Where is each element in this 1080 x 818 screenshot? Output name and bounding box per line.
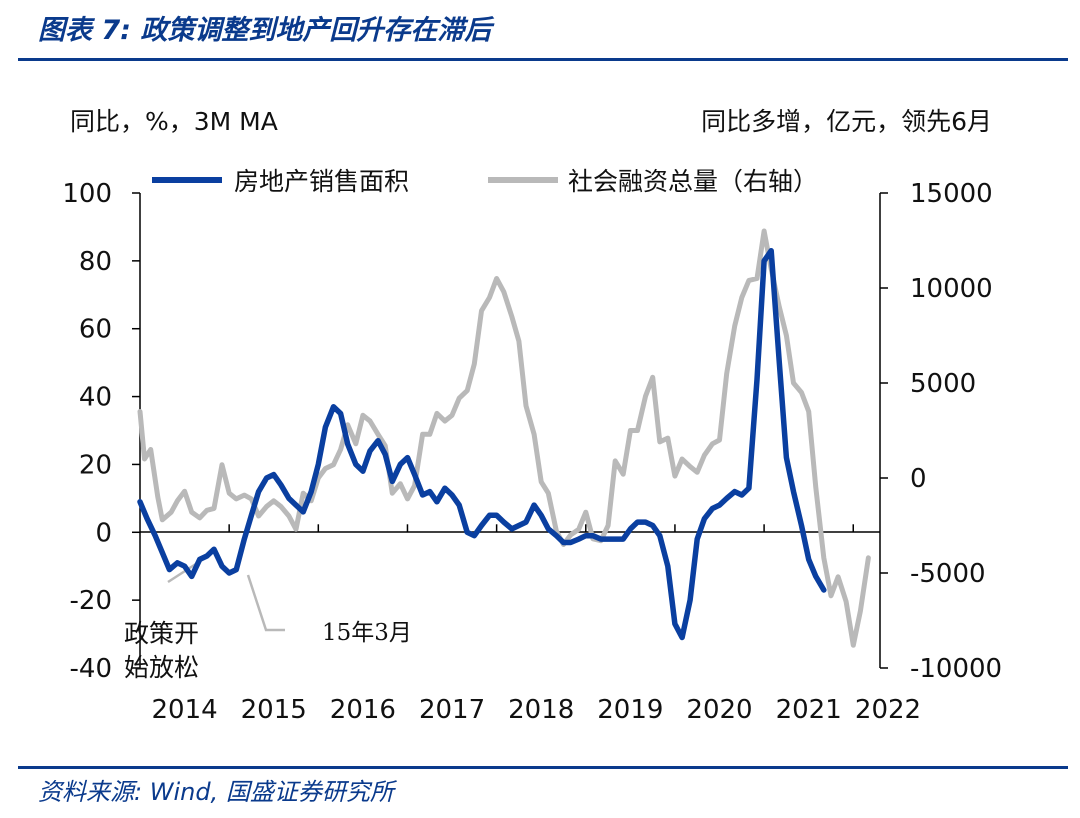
series-line-sales-area — [137, 247, 827, 641]
left-tick-label: 60 — [79, 315, 112, 345]
source-note: 资料来源: Wind, 国盛证券研究所 — [38, 778, 394, 806]
x-tick-label: 2019 — [597, 695, 663, 725]
left-tick-label: -20 — [70, 586, 112, 616]
annotation-leader-mar15 — [246, 574, 285, 632]
series-layer — [137, 228, 871, 648]
annotation-mar15: 15年3月 — [322, 620, 412, 646]
legend-label-sales: 房地产销售面积 — [234, 167, 409, 196]
left-tick-label: 100 — [62, 179, 112, 209]
right-tick-label: 10000 — [910, 274, 993, 304]
legend-label-tsf: 社会融资总量（右轴） — [568, 167, 818, 196]
right-tick-label: 5000 — [910, 369, 976, 399]
right-tick-label: -10000 — [910, 654, 1002, 684]
left-tick-label: 0 — [95, 518, 112, 548]
series-line-tsf — [137, 228, 871, 648]
right-axis-title: 同比多增，亿元，领先6月 — [701, 107, 992, 136]
x-tick-label: 2021 — [776, 695, 842, 725]
x-tick-label: 2022 — [855, 695, 921, 725]
x-tick-label: 2015 — [241, 695, 307, 725]
annotation-policy-line2: 始放松 — [124, 653, 199, 682]
x-tick-label: 2014 — [151, 695, 217, 725]
right-axis-ticks: 15000 10000 5000 0 -5000 -10000 — [880, 179, 1002, 684]
x-tick-label: 2016 — [330, 695, 396, 725]
left-axis-title: 同比，%，3M MA — [70, 107, 278, 136]
x-axis-ticks: 2014 2015 2016 2017 2018 2019 2020 2021 2022 — [151, 524, 921, 725]
x-tick-label: 2020 — [686, 695, 752, 725]
left-tick-label: -40 — [70, 654, 112, 684]
left-tick-label: 20 — [79, 450, 112, 480]
figure-title: 图表 7: 政策调整到地产回升存在滞后 — [38, 15, 492, 46]
left-axis-ticks: 100 80 60 40 20 0 -20 -40 — [62, 179, 140, 684]
x-tick-label: 2018 — [508, 695, 574, 725]
source-divider — [18, 766, 1068, 769]
annotation-policy-line1: 政策开 — [124, 619, 199, 648]
x-tick-label: 2017 — [419, 695, 485, 725]
left-tick-label: 40 — [79, 383, 112, 413]
title-divider — [18, 58, 1068, 61]
right-tick-label: 0 — [910, 464, 927, 494]
right-tick-label: 15000 — [910, 179, 993, 209]
left-tick-label: 80 — [79, 247, 112, 277]
right-tick-label: -5000 — [910, 559, 986, 589]
